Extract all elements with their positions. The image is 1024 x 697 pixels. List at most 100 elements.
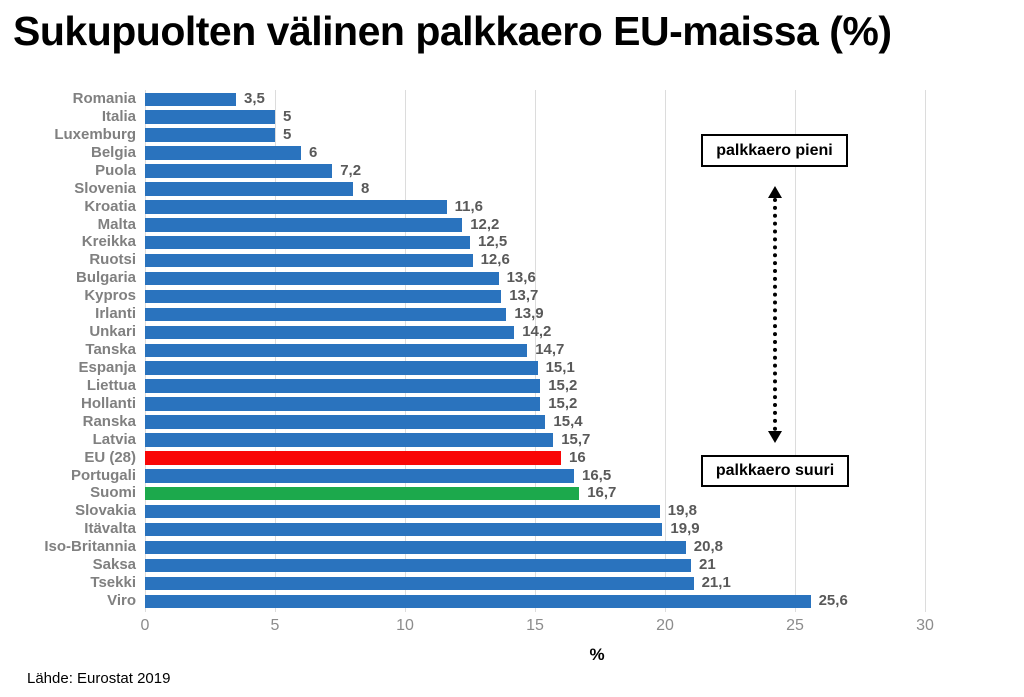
x-tick-label: 5 — [270, 617, 280, 634]
bar — [145, 164, 333, 178]
value-label: 12,5 — [478, 233, 508, 251]
value-label: 19,9 — [670, 520, 700, 538]
category-label: Tsekki — [90, 574, 136, 592]
value-label: 13,6 — [506, 269, 536, 287]
annotation-small-gap-label: palkkaero pieni — [716, 141, 833, 159]
bar — [145, 361, 538, 375]
annotation-large-gap-label: palkkaero suuri — [715, 462, 835, 479]
bar — [145, 469, 574, 483]
bar — [145, 451, 561, 465]
x-tick-label: 15 — [526, 617, 544, 634]
bar — [145, 110, 275, 124]
arrow-dotted-shaft — [773, 198, 777, 431]
bar — [145, 325, 515, 340]
annotation-small-gap: palkkaero pieni — [701, 134, 848, 167]
category-label: Portugali — [70, 466, 136, 484]
category-label: Slovenia — [74, 179, 136, 197]
value-label: 25,6 — [818, 592, 848, 610]
bar — [145, 594, 811, 609]
value-label: 15,2 — [548, 376, 578, 394]
value-label: 12,2 — [470, 215, 500, 233]
bar — [145, 128, 275, 142]
category-label: Bulgaria — [75, 269, 136, 287]
value-label: 11,6 — [454, 197, 483, 215]
category-label: Kroatia — [84, 197, 136, 215]
value-label: 21,1 — [701, 574, 731, 592]
value-label: 8 — [361, 179, 370, 197]
x-tick-label: 25 — [786, 617, 804, 634]
bar — [145, 182, 353, 196]
category-label: Hollanti — [81, 394, 136, 412]
bar — [145, 343, 528, 358]
category-label: Ruotsi — [89, 251, 136, 269]
value-label: 13,9 — [514, 305, 544, 323]
category-label: Tanska — [85, 341, 136, 359]
bar — [145, 289, 502, 304]
arrow-down-head-icon — [768, 431, 782, 443]
value-label: 16 — [569, 448, 586, 466]
gridline — [535, 90, 536, 612]
bar — [145, 200, 447, 214]
category-label: Espanja — [78, 358, 136, 376]
value-label: 7,2 — [340, 161, 362, 179]
category-label: Iso-Britannia — [44, 538, 136, 556]
category-label: Romania — [72, 90, 136, 107]
bar — [145, 540, 686, 555]
category-label: Slovakia — [75, 502, 136, 520]
bar — [145, 504, 660, 519]
value-label: 12,6 — [480, 251, 510, 269]
bar — [145, 433, 554, 447]
bar — [145, 576, 694, 591]
bar — [145, 92, 236, 106]
value-label: 15,7 — [561, 430, 591, 448]
bar — [145, 379, 541, 393]
gridline — [665, 90, 666, 612]
bar — [145, 307, 507, 322]
category-label: Suomi — [90, 484, 136, 502]
value-label: 15,1 — [545, 358, 575, 376]
value-label: 16,7 — [587, 484, 617, 502]
category-label: Belgia — [90, 143, 136, 161]
bar — [145, 253, 473, 268]
value-label: 20,8 — [693, 538, 723, 556]
category-label: Unkari — [89, 323, 136, 341]
x-tick-label: 10 — [396, 617, 414, 634]
category-label: Malta — [97, 215, 136, 233]
gridline — [925, 90, 926, 612]
category-label: Kypros — [84, 287, 136, 305]
bar — [145, 235, 470, 250]
bar — [145, 271, 499, 286]
x-tick-label: 0 — [140, 617, 150, 634]
value-label: 5 — [283, 107, 292, 125]
bar — [145, 486, 580, 501]
category-label: Kreikka — [81, 233, 136, 251]
category-label: Italia — [101, 107, 136, 125]
value-label: 14,7 — [535, 341, 565, 359]
category-label: Irlanti — [95, 305, 136, 323]
bar — [145, 558, 691, 573]
category-label: Liettua — [86, 376, 136, 394]
value-label: 19,8 — [667, 502, 697, 520]
value-label: 3,5 — [244, 90, 265, 107]
category-label: Luxemburg — [54, 125, 136, 143]
value-label: 14,2 — [522, 323, 552, 341]
page-title: Sukupuolten välinen palkkaero EU-maissa … — [13, 8, 892, 54]
category-label: EU (28) — [84, 448, 136, 466]
value-label: 13,7 — [509, 287, 539, 305]
category-label: Ranska — [82, 412, 136, 430]
bar — [145, 522, 663, 537]
value-label: 15,4 — [553, 412, 583, 430]
category-label: Saksa — [92, 556, 136, 574]
x-axis-label: % — [589, 645, 605, 664]
x-tick-label: 30 — [916, 617, 934, 634]
double-headed-dotted-arrow-icon — [767, 186, 783, 443]
bar — [145, 146, 301, 160]
category-label: Puola — [95, 161, 136, 179]
value-label: 15,2 — [548, 394, 578, 412]
arrow-up-head-icon — [768, 186, 782, 198]
category-label: Viro — [107, 592, 136, 610]
value-label: 5 — [283, 125, 292, 143]
bar — [145, 397, 541, 411]
gridline — [795, 90, 796, 612]
